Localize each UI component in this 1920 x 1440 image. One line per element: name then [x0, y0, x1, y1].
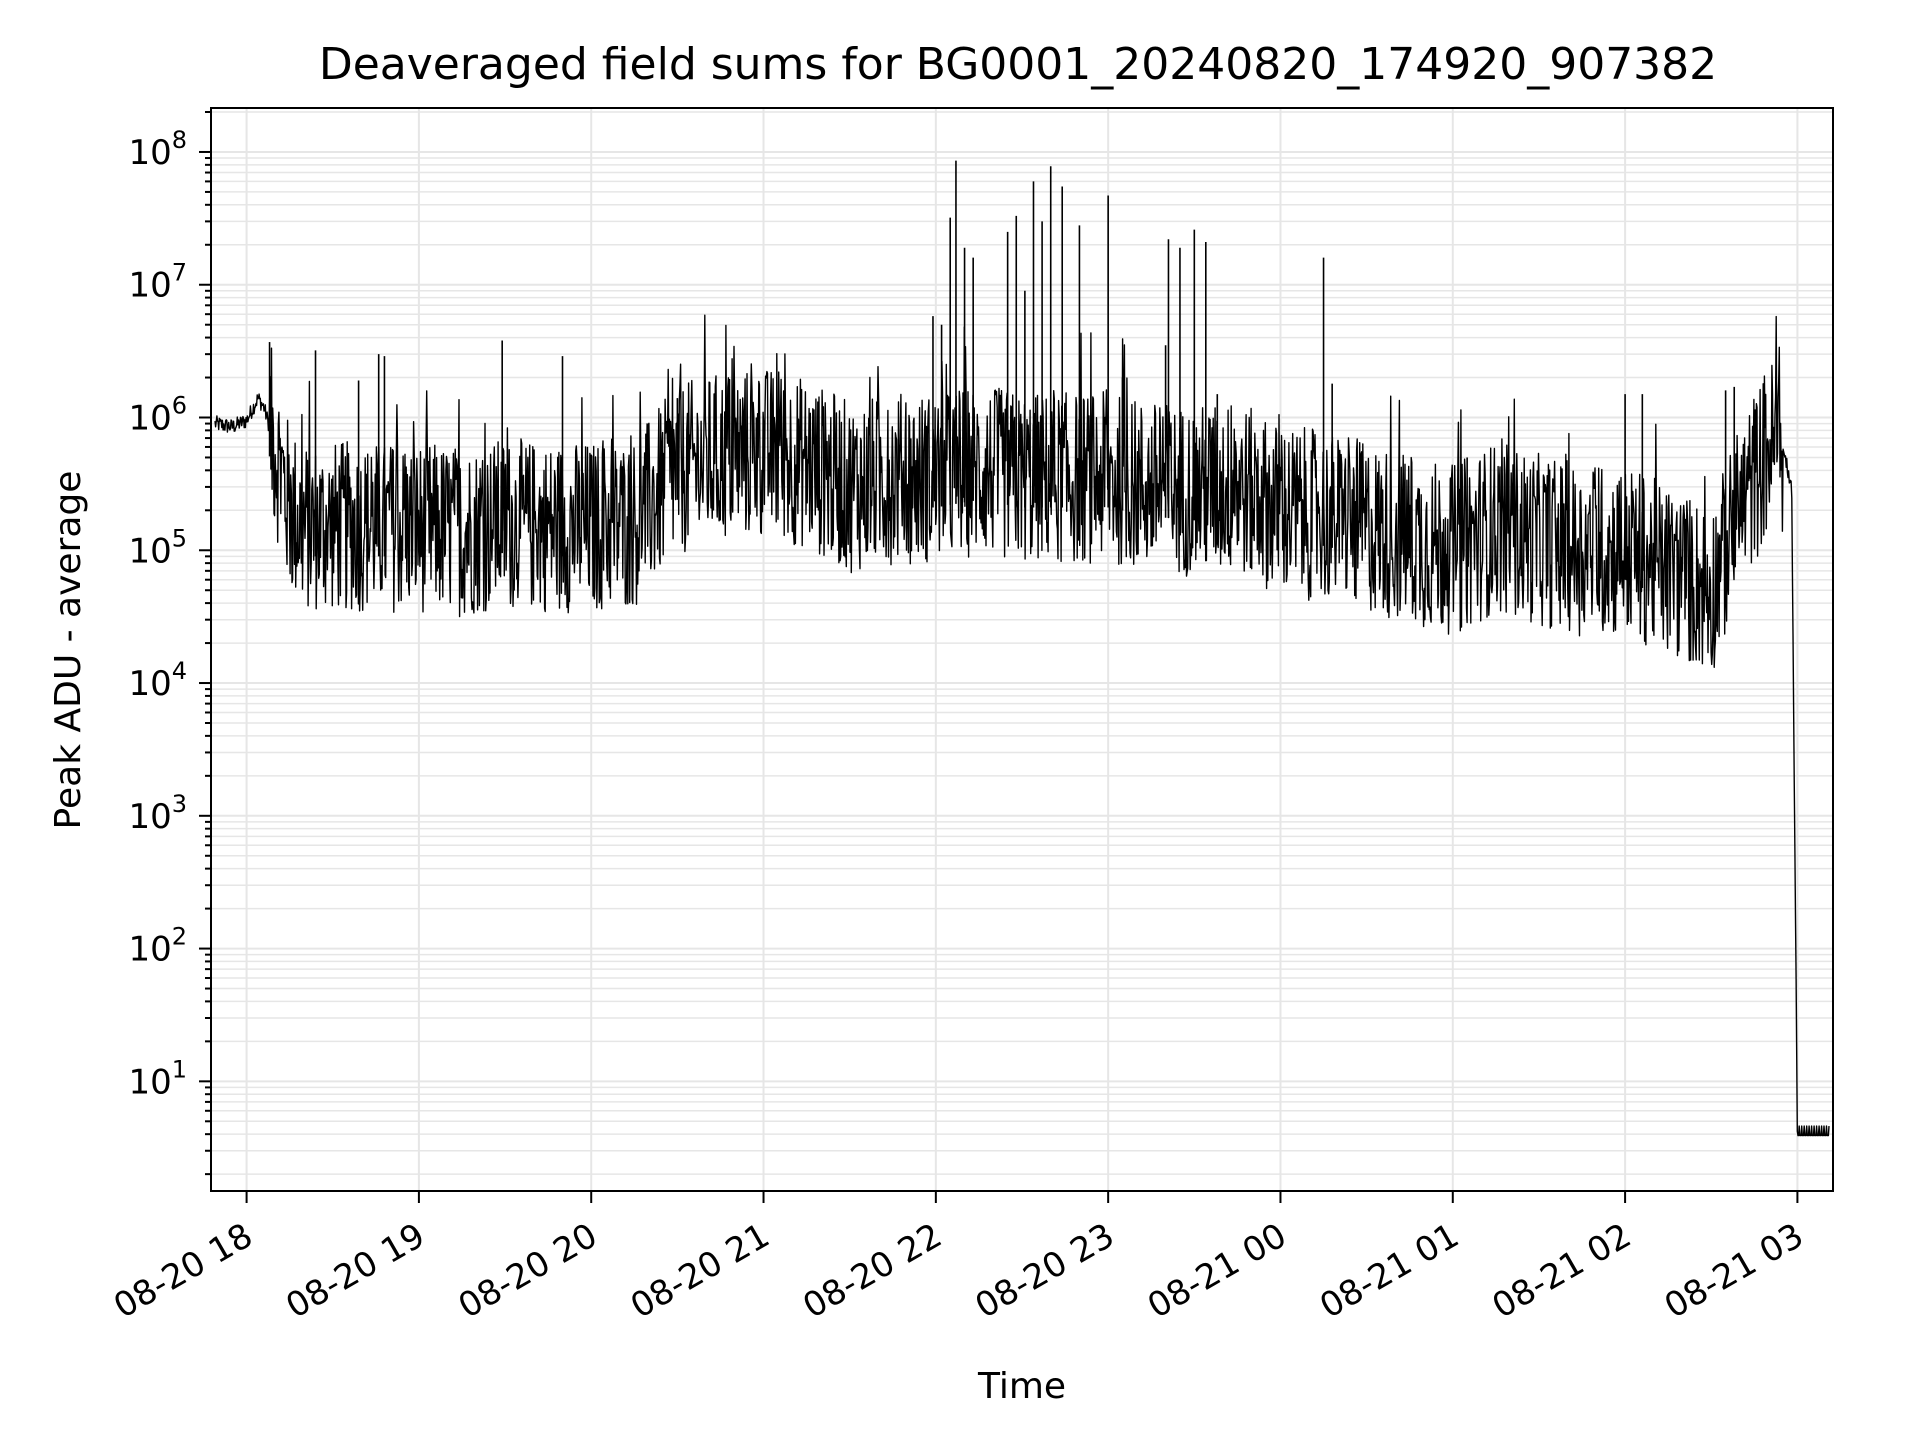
y-tick-layer: 101 102 103 104 105 106 107 108	[128, 111, 211, 1176]
plot-frame	[210, 107, 1834, 1192]
y-tick-label: 108	[128, 126, 187, 173]
y-tick-label: 105	[128, 524, 187, 571]
x-tick-label: 08-21 03	[1658, 1216, 1810, 1327]
y-tick-label: 104	[128, 657, 187, 704]
x-tick-layer: 08-20 18 08-20 19 08-20 20 08-20 21 08-20 22…	[107, 1191, 1810, 1327]
x-tick-label: 08-20 18	[107, 1216, 259, 1327]
series-line	[214, 314, 1830, 1137]
x-tick-label: 08-21 00	[1141, 1216, 1293, 1327]
x-tick-label: 08-21 01	[1313, 1216, 1465, 1327]
grid-layer	[211, 108, 1833, 1191]
axes-layer	[210, 107, 1834, 1192]
x-tick-label: 08-20 20	[452, 1216, 604, 1327]
y-tick-label: 103	[128, 790, 187, 837]
y-tick-label: 101	[128, 1055, 187, 1102]
x-tick-label: 08-20 22	[796, 1216, 948, 1327]
y-tick-label: 106	[128, 392, 187, 439]
chart-title: Deaveraged field sums for BG0001_2024082…	[319, 39, 1717, 90]
x-tick-label: 08-20 21	[624, 1216, 776, 1327]
y-axis-label: Peak ADU - average	[48, 471, 89, 830]
x-axis-label: Time	[977, 1366, 1066, 1407]
x-tick-label: 08-20 23	[969, 1216, 1121, 1327]
y-tick-label: 102	[128, 923, 187, 970]
y-tick-label: 107	[128, 259, 187, 306]
x-tick-label: 08-21 02	[1486, 1216, 1638, 1327]
x-tick-label: 08-20 19	[279, 1216, 431, 1327]
series-layer	[214, 160, 1830, 1137]
